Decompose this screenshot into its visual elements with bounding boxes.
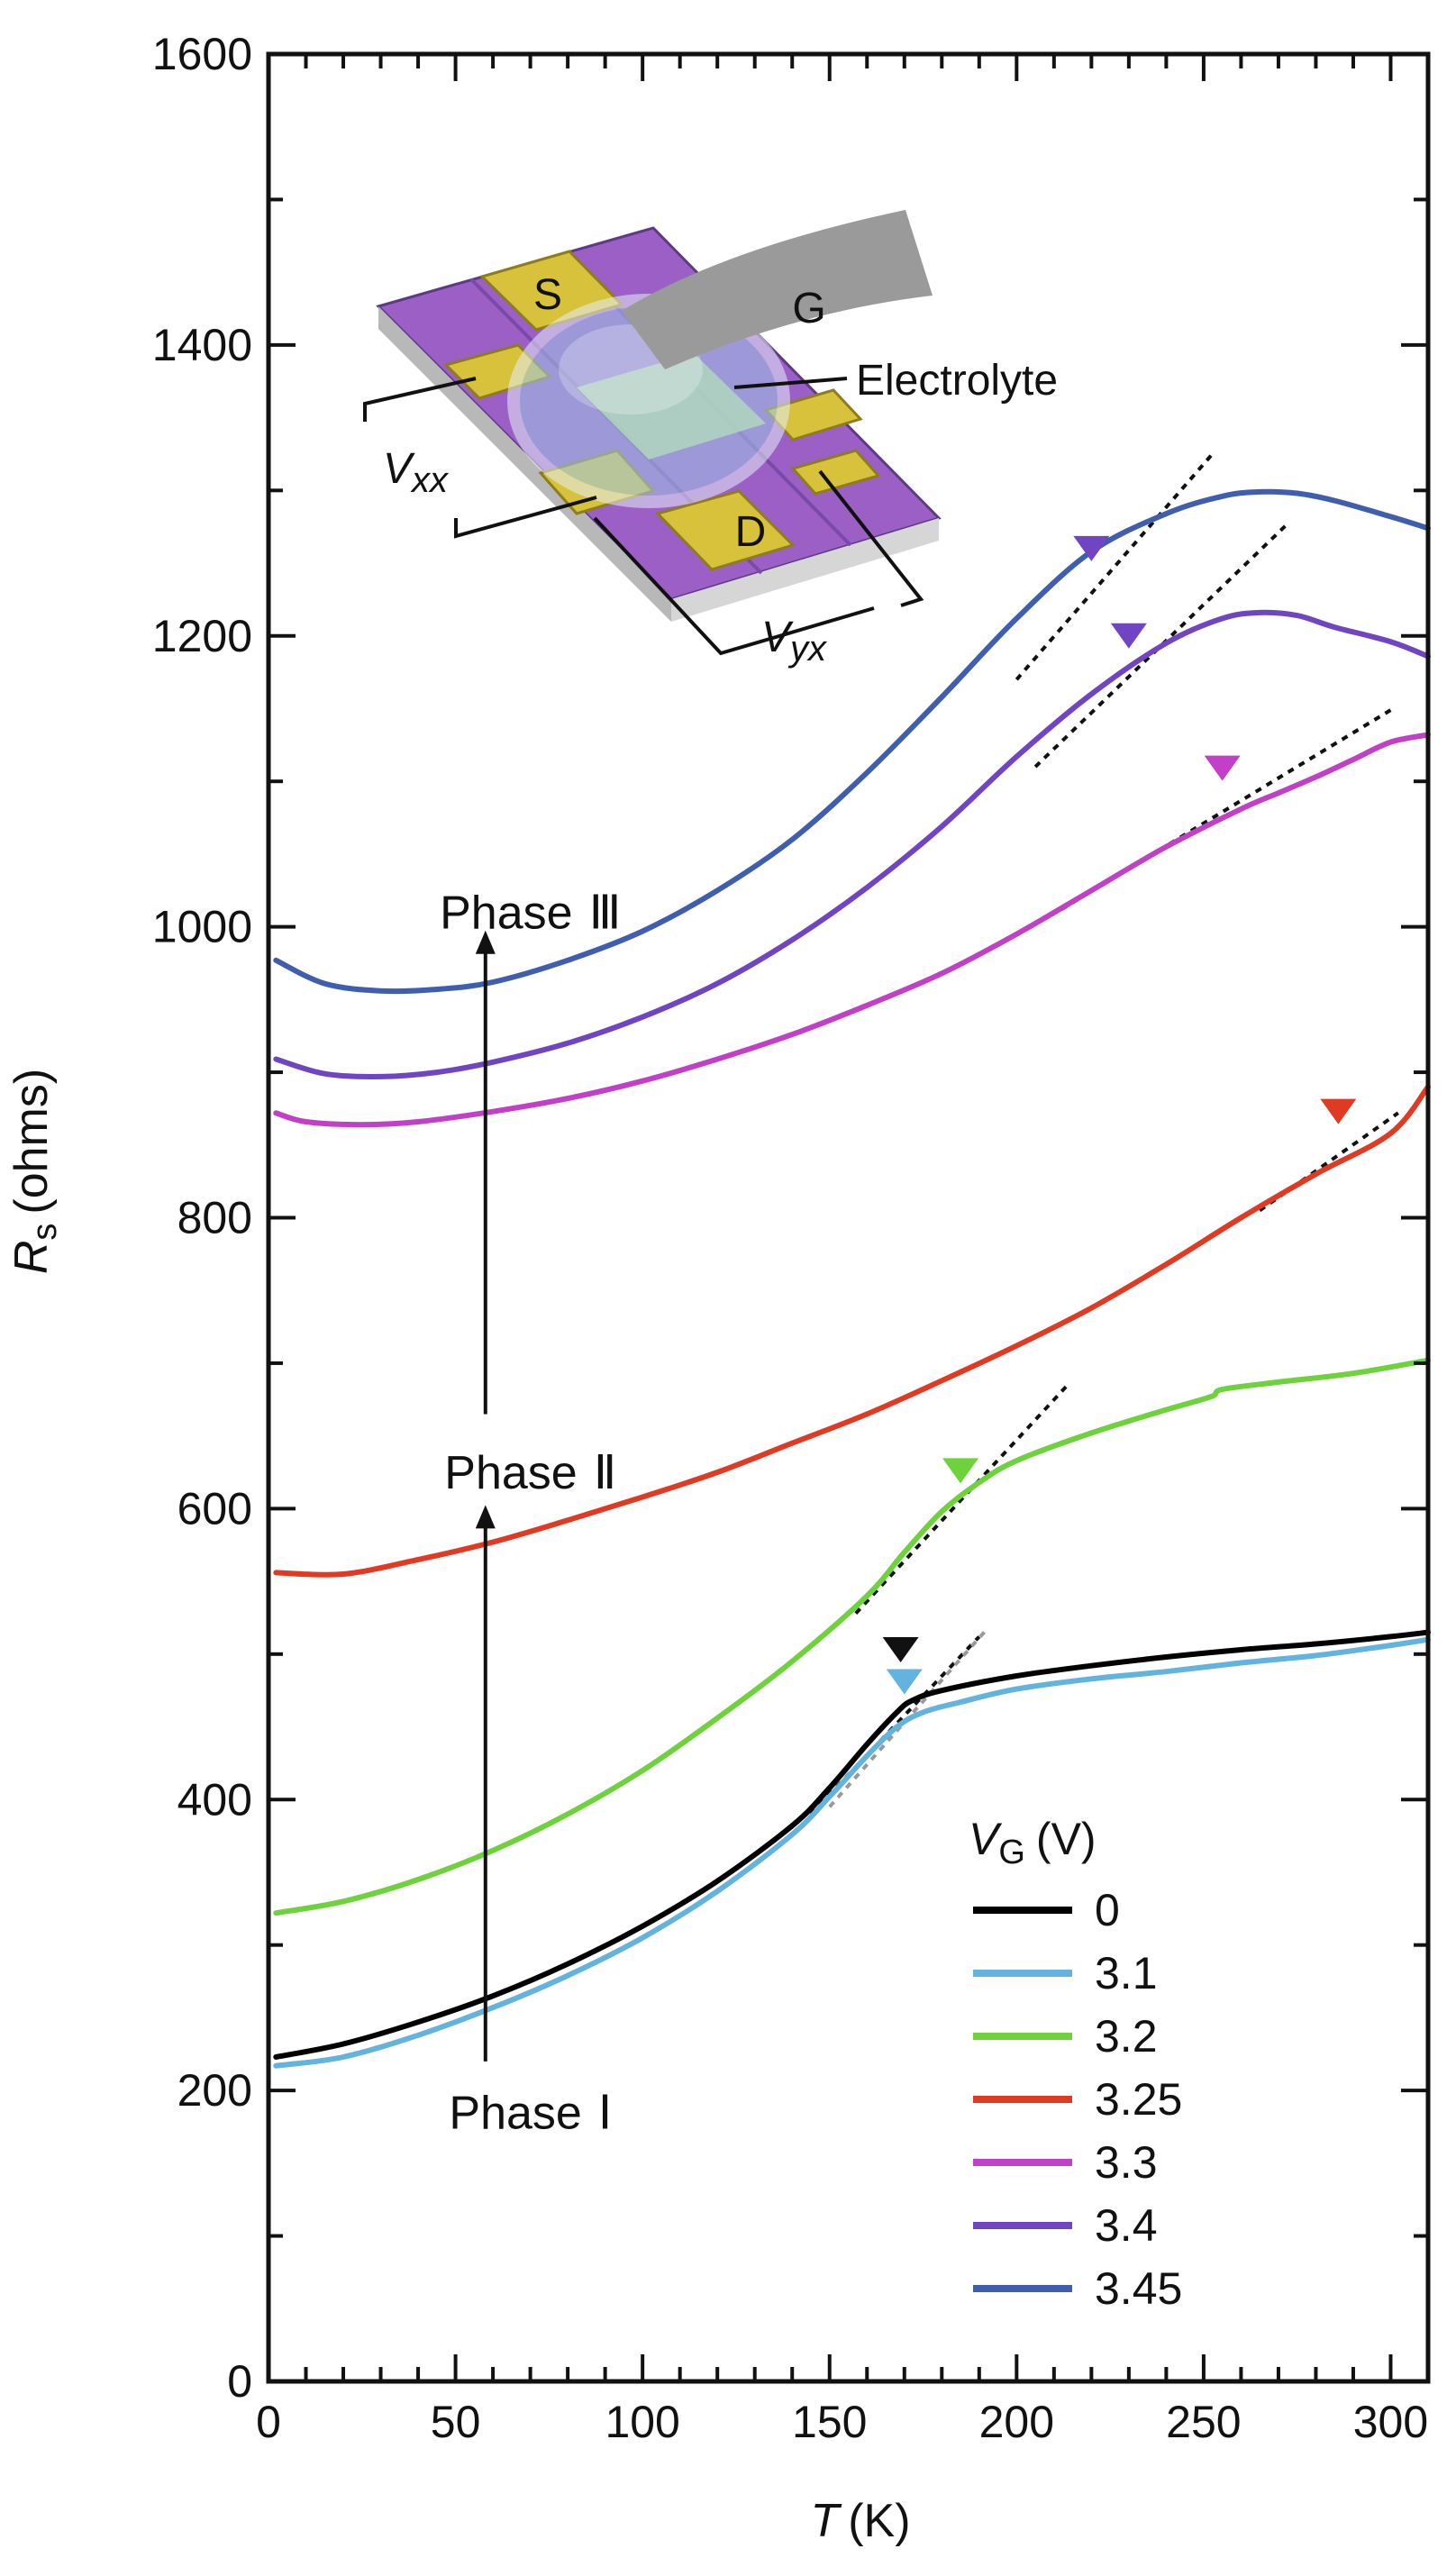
- y-tick-label: 800: [177, 1193, 252, 1243]
- x-tick-label: 0: [256, 2397, 281, 2447]
- data-series: [273, 488, 1431, 2069]
- device-inset: S D G Electrolyte Vxx Vyx: [363, 210, 1058, 669]
- y-axis-symbol: R: [5, 1241, 58, 1275]
- x-axis-unit: (K): [848, 2495, 910, 2547]
- legend-entries: 0 3.1 3.2 3.25 3.3 3.4 3.45: [973, 1885, 1182, 2314]
- legend-label-0: 0: [1095, 1885, 1120, 1935]
- phase-3-numeral: Ⅲ: [589, 887, 622, 939]
- phase-3-word: Phase: [440, 887, 572, 939]
- transition-marker: [882, 1636, 919, 1662]
- transition-markers: [882, 535, 1357, 1695]
- axis-tick-labels: 0 50 100 150 200 250 300 0 200 400 600 800 1000 1200 1…: [152, 29, 1428, 2447]
- y-tick-label: 400: [177, 1774, 252, 1825]
- phase-annotations: [475, 930, 496, 2062]
- legend-label-3.4: 3.4: [1095, 2200, 1158, 2251]
- x-tick-label: 100: [605, 2397, 679, 2447]
- phase-2-word: Phase: [444, 1447, 577, 1499]
- series-line-3.4: [273, 609, 1431, 1079]
- x-tick-label: 300: [1353, 2397, 1428, 2447]
- phase-2-label: Phase Ⅱ: [444, 1447, 616, 1499]
- x-tick-label: 250: [1166, 2397, 1241, 2447]
- fit-lines: [809, 450, 1399, 1816]
- phase-1-numeral: Ⅰ: [598, 2087, 612, 2139]
- series-line-3.2: [273, 1357, 1431, 1916]
- series-line-3.3: [273, 732, 1431, 1128]
- transition-marker: [942, 1458, 979, 1484]
- x-tick-label: 50: [431, 2397, 481, 2447]
- legend-label-3.1: 3.1: [1095, 1948, 1158, 1998]
- x-axis-symbol: T: [810, 2495, 842, 2547]
- phase-3-label: Phase Ⅲ: [440, 887, 621, 939]
- inset-vxx-subscript: xx: [410, 460, 450, 500]
- legend-title-unit: (V): [1036, 1814, 1097, 1864]
- legend-title-symbol: V: [969, 1814, 1003, 1864]
- legend-label-3.25: 3.25: [1095, 2074, 1182, 2125]
- x-tick-label: 200: [979, 2397, 1054, 2447]
- legend: VG (V) 0 3.1 3.2 3.25 3.3 3.4 3.45: [969, 1814, 1182, 2314]
- y-axis-title: Rs (ohms): [5, 1069, 64, 1274]
- fit-line: [854, 1382, 1070, 1615]
- inset-leads: [363, 377, 924, 656]
- inset-vyx-subscript: yx: [787, 629, 828, 669]
- legend-title: VG (V): [969, 1814, 1097, 1871]
- y-axis-unit: (ohms): [5, 1069, 58, 1215]
- fit-line: [1015, 450, 1216, 681]
- inset-vyx-label: Vyx: [761, 614, 828, 669]
- y-axis-subscript: s: [26, 1224, 64, 1241]
- inset-source-label: S: [533, 271, 562, 319]
- y-tick-label: 1600: [152, 29, 252, 79]
- transition-marker: [1204, 755, 1241, 781]
- legend-label-3.2: 3.2: [1095, 2011, 1158, 2062]
- phase-arrow-head: [475, 1505, 496, 1529]
- inset-vxx-label: Vxx: [383, 445, 450, 500]
- phase-1-label: Phase Ⅰ: [449, 2087, 612, 2139]
- phase-arrow-head: [475, 930, 496, 954]
- y-tick-label: 600: [177, 1483, 252, 1534]
- phase-1-word: Phase: [449, 2087, 581, 2139]
- series-line-3.25: [273, 1084, 1431, 1578]
- y-tick-label: 1400: [152, 320, 252, 370]
- series-line-3.45: [273, 488, 1431, 995]
- y-tick-label: 1000: [152, 902, 252, 952]
- legend-label-3.45: 3.45: [1095, 2263, 1182, 2314]
- transition-marker: [886, 1669, 923, 1695]
- series-line-0: [273, 1629, 1431, 2060]
- series-line-3.1: [273, 1636, 1431, 2069]
- transition-marker: [1110, 623, 1147, 649]
- inset-electrolyte-label: Electrolyte: [856, 357, 1058, 405]
- inset-vyx-symbol: V: [761, 614, 794, 661]
- x-tick-label: 150: [792, 2397, 867, 2447]
- inset-gate-label: G: [792, 285, 825, 332]
- inset-vxx-symbol: V: [383, 445, 415, 493]
- transition-marker: [1073, 535, 1110, 561]
- legend-title-subscript: G: [998, 1834, 1025, 1871]
- plot-frame: [266, 51, 1431, 2384]
- axis-ticks: [267, 52, 1430, 2383]
- y-tick-label: 1200: [152, 611, 252, 661]
- x-axis-title: T (K): [810, 2495, 910, 2547]
- inset-gate-electrode: [622, 210, 933, 369]
- inset-drain-label: D: [735, 508, 767, 556]
- legend-label-3.3: 3.3: [1095, 2137, 1158, 2188]
- phase-2-numeral: Ⅱ: [594, 1447, 617, 1499]
- y-tick-label: 0: [227, 2356, 252, 2407]
- transition-marker: [1320, 1098, 1357, 1124]
- y-tick-label: 200: [177, 2065, 252, 2116]
